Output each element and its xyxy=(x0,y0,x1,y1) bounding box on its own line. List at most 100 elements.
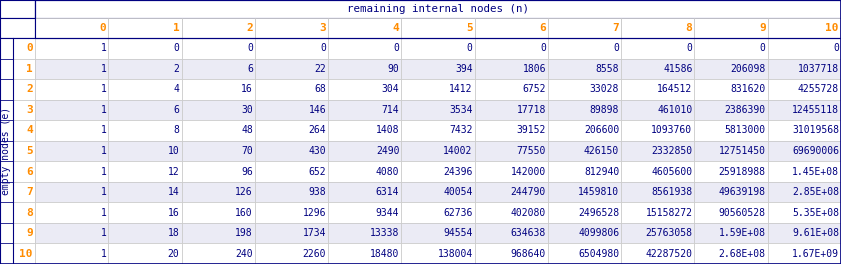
Text: 138004: 138004 xyxy=(437,249,473,259)
Bar xyxy=(401,59,474,79)
Bar xyxy=(695,18,768,38)
Bar xyxy=(35,59,108,79)
Text: 0: 0 xyxy=(760,43,765,53)
Bar xyxy=(255,223,328,243)
Bar xyxy=(0,120,13,141)
Text: 0: 0 xyxy=(174,43,179,53)
Text: 2: 2 xyxy=(174,64,179,74)
Bar xyxy=(182,79,255,100)
Text: 30: 30 xyxy=(241,105,253,115)
Text: 3534: 3534 xyxy=(449,105,473,115)
Text: 0: 0 xyxy=(247,43,253,53)
Text: 1806: 1806 xyxy=(522,64,546,74)
Text: 25763058: 25763058 xyxy=(645,228,692,238)
Text: 244790: 244790 xyxy=(510,187,546,197)
Text: 40054: 40054 xyxy=(443,187,473,197)
Bar xyxy=(401,120,474,141)
Bar xyxy=(621,141,695,161)
Text: 402080: 402080 xyxy=(510,208,546,218)
Text: 18480: 18480 xyxy=(370,249,399,259)
Text: empty nodes (e): empty nodes (e) xyxy=(2,107,12,195)
Bar xyxy=(182,141,255,161)
Bar xyxy=(401,161,474,182)
Bar xyxy=(547,141,621,161)
Text: 8561938: 8561938 xyxy=(651,187,692,197)
Bar xyxy=(474,223,547,243)
Bar xyxy=(695,59,768,79)
Text: 89898: 89898 xyxy=(590,105,619,115)
Bar xyxy=(401,202,474,223)
Bar xyxy=(0,59,13,79)
Text: 1: 1 xyxy=(100,249,106,259)
Bar xyxy=(474,79,547,100)
Bar xyxy=(35,38,108,59)
Bar xyxy=(621,223,695,243)
Bar xyxy=(182,59,255,79)
Text: 461010: 461010 xyxy=(657,105,692,115)
Bar xyxy=(0,161,13,182)
Bar xyxy=(108,59,182,79)
Bar xyxy=(768,79,841,100)
Bar xyxy=(35,79,108,100)
Text: 146: 146 xyxy=(309,105,326,115)
Text: 3: 3 xyxy=(26,105,33,115)
Bar xyxy=(35,202,108,223)
Bar xyxy=(13,120,35,141)
Text: 264: 264 xyxy=(309,125,326,135)
Bar xyxy=(621,38,695,59)
Text: 12: 12 xyxy=(168,167,179,177)
Bar xyxy=(13,161,35,182)
Bar xyxy=(13,100,35,120)
Bar xyxy=(695,243,768,264)
Bar xyxy=(621,202,695,223)
Bar xyxy=(768,120,841,141)
Text: 1.45E+08: 1.45E+08 xyxy=(792,167,839,177)
Bar xyxy=(474,38,547,59)
Bar xyxy=(474,18,547,38)
Text: 1: 1 xyxy=(26,64,33,74)
Bar xyxy=(695,100,768,120)
Text: 1037718: 1037718 xyxy=(798,64,839,74)
Bar xyxy=(182,243,255,264)
Text: 4: 4 xyxy=(26,125,33,135)
Text: 1: 1 xyxy=(100,84,106,94)
Text: 0: 0 xyxy=(833,43,839,53)
Bar xyxy=(401,38,474,59)
Bar xyxy=(35,0,841,18)
Text: 68: 68 xyxy=(315,84,326,94)
Text: 7: 7 xyxy=(612,23,619,33)
Text: 426150: 426150 xyxy=(584,146,619,156)
Bar xyxy=(13,38,35,59)
Text: 1: 1 xyxy=(100,125,106,135)
Bar xyxy=(328,18,401,38)
Bar xyxy=(255,38,328,59)
Text: 1: 1 xyxy=(100,187,106,197)
Bar xyxy=(108,141,182,161)
Bar xyxy=(768,161,841,182)
Bar xyxy=(255,100,328,120)
Text: 126: 126 xyxy=(235,187,253,197)
Bar xyxy=(255,79,328,100)
Text: 33028: 33028 xyxy=(590,84,619,94)
Bar xyxy=(182,38,255,59)
Text: 4255728: 4255728 xyxy=(798,84,839,94)
Text: 3: 3 xyxy=(320,23,326,33)
Text: 12751450: 12751450 xyxy=(719,146,765,156)
Text: 6: 6 xyxy=(26,167,33,177)
Bar xyxy=(35,0,841,38)
Text: 714: 714 xyxy=(382,105,399,115)
Text: 6: 6 xyxy=(174,105,179,115)
Bar xyxy=(182,182,255,202)
Bar xyxy=(255,59,328,79)
Text: 2386390: 2386390 xyxy=(725,105,765,115)
Text: 5813000: 5813000 xyxy=(725,125,765,135)
Bar xyxy=(547,223,621,243)
Text: 1.59E+08: 1.59E+08 xyxy=(719,228,765,238)
Bar xyxy=(0,0,35,18)
Bar xyxy=(328,120,401,141)
Bar xyxy=(328,79,401,100)
Text: 2332850: 2332850 xyxy=(651,146,692,156)
Text: 1734: 1734 xyxy=(303,228,326,238)
Bar xyxy=(108,120,182,141)
Text: 41586: 41586 xyxy=(663,64,692,74)
